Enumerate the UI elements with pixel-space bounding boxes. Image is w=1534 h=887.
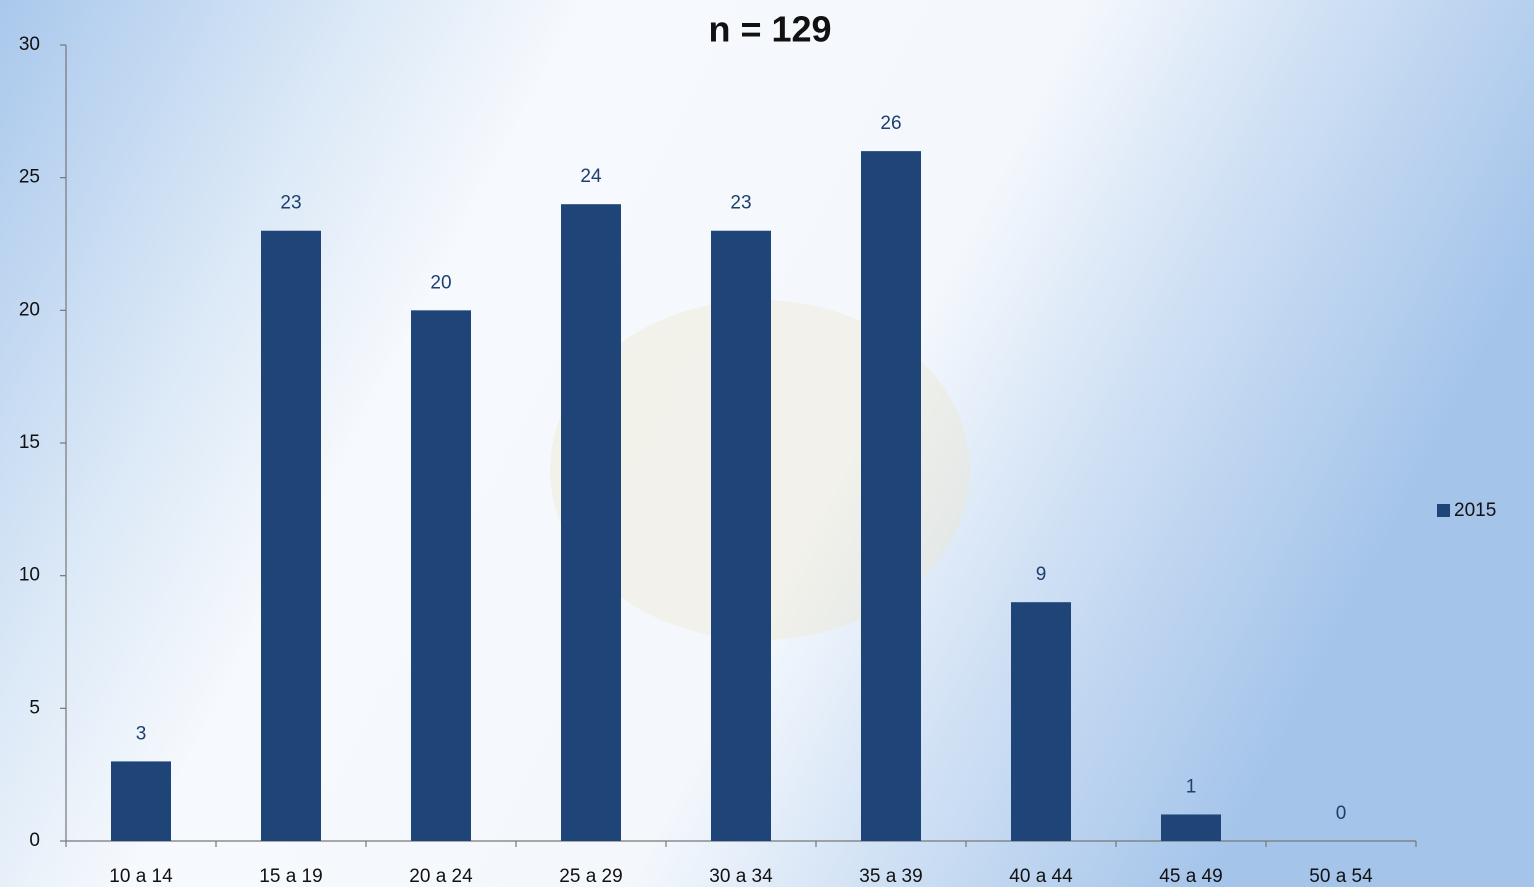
- bar: [111, 761, 171, 841]
- x-tick-label: 20 a 24: [409, 866, 473, 887]
- bar: [861, 151, 921, 842]
- value-label: 0: [1336, 803, 1347, 824]
- value-label: 20: [430, 272, 451, 293]
- value-label: 3: [136, 723, 147, 744]
- x-tick-label: 35 a 39: [859, 866, 922, 887]
- value-label: 9: [1036, 564, 1047, 585]
- value-label: 23: [280, 193, 301, 214]
- y-tick-label: 5: [29, 697, 40, 718]
- legend-swatch: [1437, 504, 1450, 517]
- value-label: 23: [730, 193, 751, 214]
- value-label: 26: [880, 113, 901, 134]
- bar: [1011, 602, 1071, 841]
- bar: [561, 204, 621, 841]
- x-tick-label: 40 a 44: [1009, 866, 1073, 887]
- x-tick-label: 45 a 49: [1159, 866, 1222, 887]
- y-tick-label: 25: [19, 167, 40, 188]
- bar: [411, 310, 471, 841]
- x-tick-label: 10 a 14: [109, 866, 173, 887]
- y-tick-label: 10: [19, 565, 40, 586]
- chart-title: n = 129: [708, 9, 831, 50]
- value-label: 24: [580, 166, 602, 187]
- bar: [1161, 814, 1221, 841]
- y-tick-label: 20: [19, 299, 40, 320]
- y-tick-label: 15: [19, 432, 40, 453]
- bar: [261, 230, 321, 841]
- y-tick-label: 30: [19, 34, 40, 55]
- y-tick-label: 0: [29, 830, 40, 851]
- x-tick-label: 30 a 34: [709, 866, 773, 887]
- x-tick-label: 25 a 29: [559, 866, 622, 887]
- x-tick-label: 50 a 54: [1309, 866, 1373, 887]
- x-tick-label: 15 a 19: [259, 866, 322, 887]
- legend-label: 2015: [1454, 500, 1496, 521]
- bar: [711, 230, 771, 841]
- value-label: 1: [1186, 776, 1197, 797]
